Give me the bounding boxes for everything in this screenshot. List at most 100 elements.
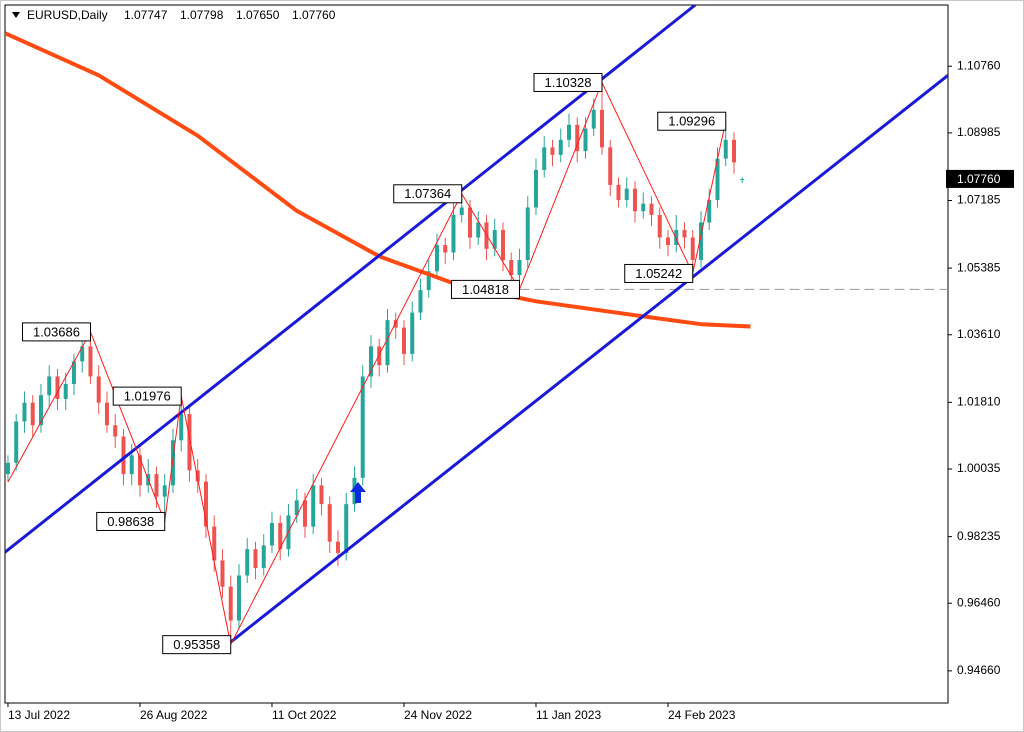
candle-body bbox=[550, 147, 555, 155]
candle-body bbox=[236, 575, 241, 621]
y-tick-label: 0.96460 bbox=[957, 595, 1001, 609]
candle-body bbox=[533, 169, 538, 208]
plot-area bbox=[4, 4, 949, 704]
channel-line bbox=[5, 5, 697, 554]
x-tick-label: 26 Aug 2022 bbox=[140, 708, 208, 722]
candle-body bbox=[731, 139, 736, 163]
candle-body bbox=[261, 545, 266, 568]
x-tick-label: 24 Feb 2023 bbox=[668, 708, 736, 722]
candle-body bbox=[674, 229, 679, 246]
candle-body bbox=[558, 139, 563, 155]
x-tick-label: 11 Jan 2023 bbox=[536, 708, 601, 722]
pivot-label: 1.04818 bbox=[462, 282, 509, 297]
candle-body bbox=[608, 147, 613, 185]
candle-body bbox=[104, 402, 109, 426]
plot-layer bbox=[5, 5, 948, 647]
candle-body bbox=[665, 237, 670, 246]
pivot-label: 0.98638 bbox=[107, 514, 154, 529]
y-tick-label: 0.94660 bbox=[957, 663, 1001, 677]
pivot-label-box bbox=[533, 72, 603, 92]
quote-close: 1.07760 bbox=[292, 8, 336, 22]
buy-arrow bbox=[350, 482, 366, 503]
pivot-label-box bbox=[21, 322, 91, 342]
candle-body bbox=[38, 395, 43, 426]
candle-body bbox=[682, 229, 687, 238]
pivot-label-box bbox=[393, 184, 463, 204]
candle-body bbox=[162, 485, 167, 497]
pivot-label: 1.01976 bbox=[124, 389, 171, 404]
quote-high: 1.07798 bbox=[180, 8, 224, 22]
candle-body bbox=[311, 485, 316, 527]
pivot-label-box bbox=[624, 263, 694, 283]
candle-body bbox=[14, 421, 19, 463]
zigzag bbox=[7, 81, 727, 647]
pivot-label-box bbox=[96, 511, 166, 531]
candle-body bbox=[121, 436, 126, 475]
candle-body bbox=[71, 361, 76, 384]
candle-body bbox=[426, 271, 431, 291]
candle-body bbox=[657, 214, 662, 238]
y-tick-label: 1.10760 bbox=[957, 58, 1001, 72]
candle-body bbox=[443, 245, 448, 253]
y-tick-label: 1.01810 bbox=[957, 395, 1001, 409]
pivot-label: 0.95358 bbox=[173, 637, 220, 652]
candle-body bbox=[509, 260, 514, 276]
candle-body bbox=[154, 474, 159, 497]
candle-body bbox=[649, 203, 654, 215]
candle-body bbox=[641, 203, 646, 212]
pivot-label: 1.03686 bbox=[33, 324, 80, 339]
candle-body bbox=[624, 188, 629, 200]
candle-body bbox=[575, 124, 580, 152]
candle-body bbox=[335, 541, 340, 553]
pivot-label-box bbox=[112, 386, 182, 406]
candle-body bbox=[368, 346, 373, 377]
candle-body bbox=[245, 549, 250, 576]
menu-triangle[interactable] bbox=[12, 12, 20, 18]
candle-body bbox=[195, 470, 200, 482]
candle-body bbox=[253, 549, 258, 568]
candle-body bbox=[137, 455, 142, 486]
candle-body bbox=[410, 312, 415, 354]
candle-body bbox=[187, 413, 192, 471]
candle-body bbox=[203, 481, 208, 527]
pivot-label-box bbox=[450, 279, 520, 299]
candle-body bbox=[492, 229, 497, 249]
pivot-label: 1.10328 bbox=[544, 75, 591, 90]
candle-body bbox=[294, 500, 299, 516]
candle-body bbox=[715, 158, 720, 200]
x-tick-label: 11 Oct 2022 bbox=[272, 708, 337, 722]
moving-average bbox=[5, 31, 751, 329]
price-box bbox=[946, 169, 1014, 188]
candle-body bbox=[228, 586, 233, 621]
x-tick-label: 24 Nov 2022 bbox=[404, 708, 472, 722]
candle-body bbox=[129, 455, 134, 475]
candle-body bbox=[690, 237, 695, 261]
candle-body bbox=[88, 346, 93, 377]
candle-body bbox=[517, 260, 522, 276]
x-tick-label: 13 Jul 2022 bbox=[8, 708, 70, 722]
pivot-label: 1.05242 bbox=[635, 266, 682, 281]
candle-body bbox=[566, 124, 571, 140]
candle-body bbox=[220, 560, 225, 587]
candle-body bbox=[616, 184, 621, 200]
candle-body bbox=[47, 376, 52, 396]
symbol: EURUSD,Daily bbox=[27, 8, 108, 22]
candle-body bbox=[302, 500, 307, 527]
candle-body bbox=[63, 383, 68, 399]
candle-body bbox=[212, 526, 217, 561]
candle-body bbox=[269, 522, 274, 546]
candle-body bbox=[599, 109, 604, 148]
candle-body bbox=[542, 147, 547, 170]
candle-body bbox=[401, 327, 406, 354]
candle-body bbox=[632, 188, 637, 212]
candle-body bbox=[591, 109, 596, 129]
candle-body bbox=[5, 462, 10, 475]
candle-body bbox=[476, 222, 481, 238]
candle-body bbox=[344, 504, 349, 553]
candle-body bbox=[96, 376, 101, 403]
y-tick-label: 1.07185 bbox=[957, 193, 1001, 207]
price-label: 1.07760 bbox=[957, 172, 1001, 186]
candle-body bbox=[723, 139, 728, 159]
y-tick-label: 1.05385 bbox=[957, 260, 1001, 274]
